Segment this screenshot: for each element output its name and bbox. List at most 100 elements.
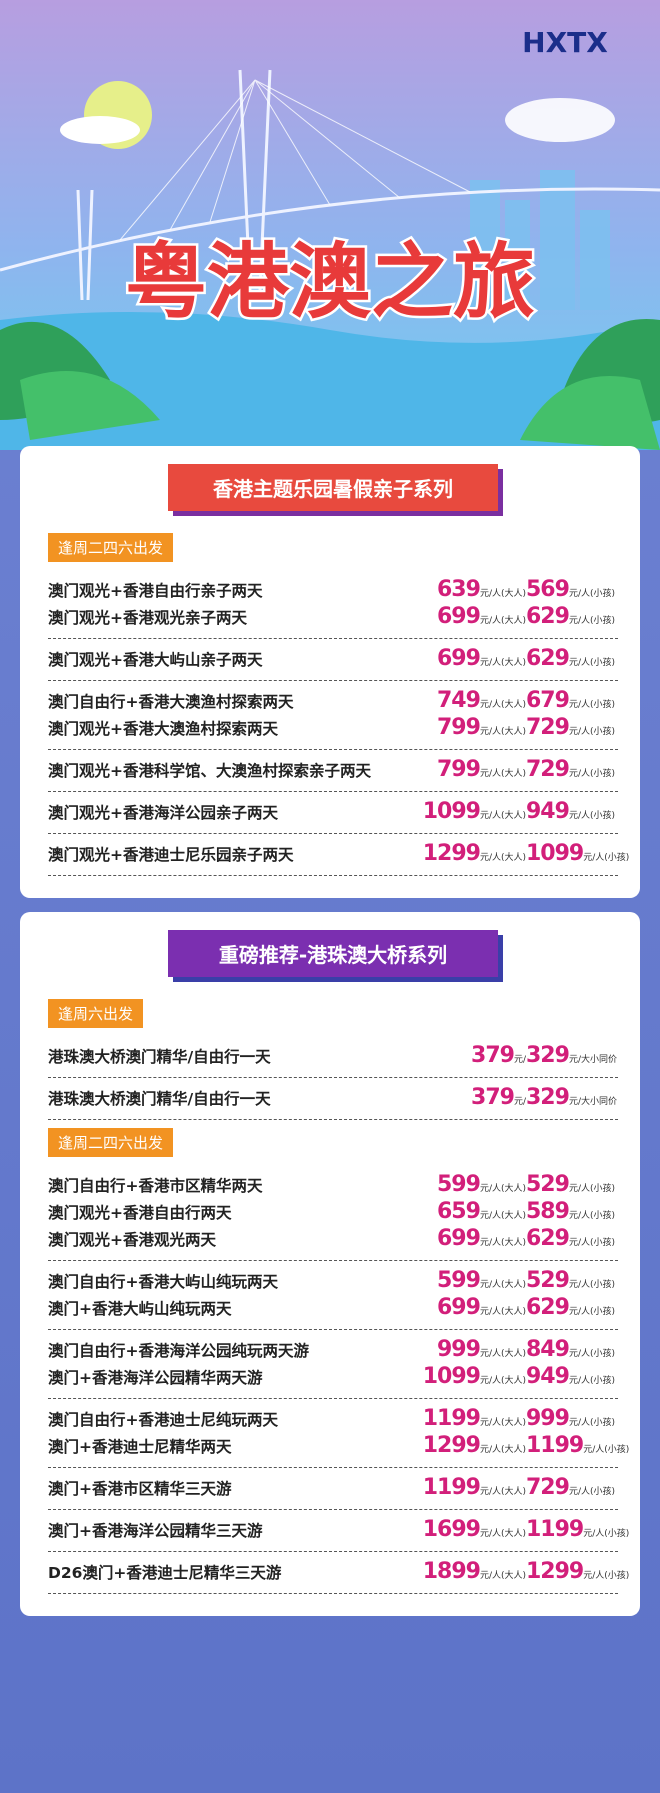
adult-price: 1199元/人(大人) <box>420 1406 526 1431</box>
price-unit: 元/ <box>513 1055 526 1065</box>
route-row: 澳门观光+香港大澳渔村探索两天 799元/人(大人) 729元/人(小孩) <box>48 715 618 742</box>
route-row: 澳门观光+香港海洋公园亲子两天 1099元/人(大人) 949元/人(小孩) <box>48 799 618 826</box>
adult-price: 1299元/人(大人) <box>420 841 526 866</box>
price-unit: 元/人(小孩) <box>568 589 615 599</box>
cloud <box>505 98 615 142</box>
price-unit: 元/人(小孩) <box>568 769 615 779</box>
route-name: 澳门观光+香港迪士尼乐园亲子两天 <box>48 846 294 864</box>
price: 1199 <box>422 1475 481 1500</box>
route-row: 澳门+香港市区精华三天游 1199元/人(大人) 729元/人(小孩) <box>48 1475 618 1502</box>
route-name: D26澳门+香港迪士尼精华三天游 <box>48 1564 282 1582</box>
route-row: 澳门观光+香港观光亲子两天 699元/人(大人) 629元/人(小孩) <box>48 604 618 631</box>
price: 799 <box>437 757 481 782</box>
route-row: 澳门自由行+香港海洋公园纯玩两天游 999元/人(大人) 849元/人(小孩) <box>48 1337 618 1364</box>
route-name: 澳门观光+香港大澳渔村探索两天 <box>48 720 278 738</box>
adult-price: 1099元/人(大人) <box>420 799 526 824</box>
price-unit: 元/人(大人) <box>479 1571 526 1581</box>
adult-price: 1099元/人(大人) <box>420 1364 526 1389</box>
child-price: 629元/人(小孩) <box>526 646 618 671</box>
price: 1099 <box>526 841 584 866</box>
price-unit: 元/人(大人) <box>479 616 526 626</box>
hero-banner: HXTX 粤港澳之旅 <box>0 0 660 450</box>
route-row: 澳门+香港大屿山纯玩两天 699元/人(大人) 629元/人(小孩) <box>48 1295 618 1322</box>
route-group: D26澳门+香港迪士尼精华三天游 1899元/人(大人) 1299元/人(小孩) <box>48 1552 629 1594</box>
route-name: 澳门观光+香港科学馆、大澳渔村探索亲子两天 <box>48 762 371 780</box>
route-group: 港珠澳大桥澳门精华/自由行一天 379元/329元/大小同价 <box>48 1036 618 1078</box>
price: 589 <box>526 1199 570 1224</box>
adult-price: 1899元/人(大人) <box>420 1559 526 1584</box>
price: 749 <box>437 688 481 713</box>
child-price: 729元/人(小孩) <box>526 757 618 782</box>
price-unit: 元/人(小孩) <box>583 1529 630 1539</box>
price: 999 <box>526 1406 570 1431</box>
price-unit: 元/人(小孩) <box>583 1445 630 1455</box>
adult-price: 639元/人(大人) <box>420 577 526 602</box>
price-unit: 元/人(小孩) <box>583 1571 630 1581</box>
price-unit: 元/人(大人) <box>479 853 526 863</box>
route-row: 澳门观光+香港自由行两天 659元/人(大人) 589元/人(小孩) <box>48 1199 618 1226</box>
adult-price: 659元/人(大人) <box>420 1199 526 1224</box>
price-unit: 元/人(小孩) <box>568 1376 615 1386</box>
price-unit: 元/人(小孩) <box>568 1418 615 1428</box>
price: 1099 <box>422 799 481 824</box>
price: 679 <box>526 688 570 713</box>
price-unit: 元/人(大人) <box>479 727 526 737</box>
price-unit: 元/人(大人) <box>479 1238 526 1248</box>
adult-price: 699元/人(大人) <box>420 604 526 629</box>
adult-price: 1699元/人(大人) <box>420 1517 526 1542</box>
route-group: 澳门自由行+香港迪士尼纯玩两天 1199元/人(大人) 999元/人(小孩) 澳门+香… <box>48 1399 629 1468</box>
route-row: 港珠澳大桥澳门精华/自由行一天 379元/329元/大小同价 <box>48 1043 618 1070</box>
departure-tag: 逢周二四六出发 <box>48 533 174 562</box>
price-unit: 元/人(小孩) <box>568 700 615 710</box>
route-name: 港珠澳大桥澳门精华/自由行一天 <box>48 1048 271 1066</box>
price: 529 <box>526 1172 570 1197</box>
child-price: 589元/人(小孩) <box>526 1199 618 1224</box>
child-price: 949元/人(小孩) <box>526 1364 618 1389</box>
adult-price: 379元/ <box>420 1043 526 1068</box>
child-price: 1299元/人(小孩) <box>526 1559 629 1584</box>
price-unit: 元/人(大人) <box>479 589 526 599</box>
section-card: 重磅推荐-港珠澳大桥系列 逢周六出发 港珠澳大桥澳门精华/自由行一天 379元/329… <box>20 912 640 1616</box>
route-group: 澳门自由行+香港大澳渔村探索两天 749元/人(大人) 679元/人(小孩) 澳门观光… <box>48 681 618 750</box>
route-group: 澳门自由行+香港大屿山纯玩两天 599元/人(大人) 529元/人(小孩) 澳门+香港… <box>48 1261 618 1330</box>
adult-price: 599元/人(大人) <box>420 1268 526 1293</box>
price-unit: 元/人(大人) <box>479 1376 526 1386</box>
route-row: 澳门自由行+香港大屿山纯玩两天 599元/人(大人) 529元/人(小孩) <box>48 1268 618 1295</box>
route-row: 澳门+香港迪士尼精华两天 1299元/人(大人) 1199元/人(小孩) <box>48 1433 629 1460</box>
route-group: 澳门自由行+香港市区精华两天 599元/人(大人) 529元/人(小孩) 澳门观光+香… <box>48 1165 618 1261</box>
child-price: 629元/人(小孩) <box>526 604 618 629</box>
route-name: 澳门观光+香港自由行亲子两天 <box>48 582 263 600</box>
route-name: 澳门+香港海洋公园精华两天游 <box>48 1369 263 1387</box>
route-name: 澳门观光+香港大屿山亲子两天 <box>48 651 263 669</box>
price: 1899 <box>422 1559 481 1584</box>
price: 379 <box>471 1043 515 1068</box>
section-title: 香港主题乐园暑假亲子系列 <box>168 464 498 511</box>
child-price: 849元/人(小孩) <box>526 1337 618 1362</box>
price: 629 <box>526 646 570 671</box>
adult-price: 1299元/人(大人) <box>420 1433 526 1458</box>
price-unit: 元/ <box>513 1097 526 1107</box>
price: 599 <box>437 1268 481 1293</box>
price: 1299 <box>422 1433 481 1458</box>
price-unit: 元/人(小孩) <box>568 1487 615 1497</box>
price-unit: 元/人(大人) <box>479 1487 526 1497</box>
water <box>0 312 660 450</box>
price-unit: 元/人(小孩) <box>568 1349 615 1359</box>
child-price: 569元/人(小孩) <box>526 577 618 602</box>
price-unit: 元/人(小孩) <box>568 1184 615 1194</box>
route-name: 港珠澳大桥澳门精华/自由行一天 <box>48 1090 271 1108</box>
route-group: 澳门观光+香港大屿山亲子两天 699元/人(大人) 629元/人(小孩) <box>48 639 618 681</box>
child-price: 629元/人(小孩) <box>526 1226 618 1251</box>
price: 1299 <box>422 841 481 866</box>
section-card: 香港主题乐园暑假亲子系列逢周二四六出发澳门观光+香港自由行亲子两天 639元/人(… <box>20 446 640 898</box>
route-name: 澳门+香港海洋公园精华三天游 <box>48 1522 263 1540</box>
price: 729 <box>526 715 570 740</box>
price-unit: 元/人(大人) <box>479 1184 526 1194</box>
price: 659 <box>437 1199 481 1224</box>
price: 999 <box>437 1337 481 1362</box>
route-row: 澳门自由行+香港迪士尼纯玩两天 1199元/人(大人) 999元/人(小孩) <box>48 1406 618 1433</box>
child-price: 949元/人(小孩) <box>526 799 618 824</box>
brand: HXTX <box>522 26 608 59</box>
route-name: 澳门自由行+香港迪士尼纯玩两天 <box>48 1411 278 1429</box>
price: 629 <box>526 604 570 629</box>
